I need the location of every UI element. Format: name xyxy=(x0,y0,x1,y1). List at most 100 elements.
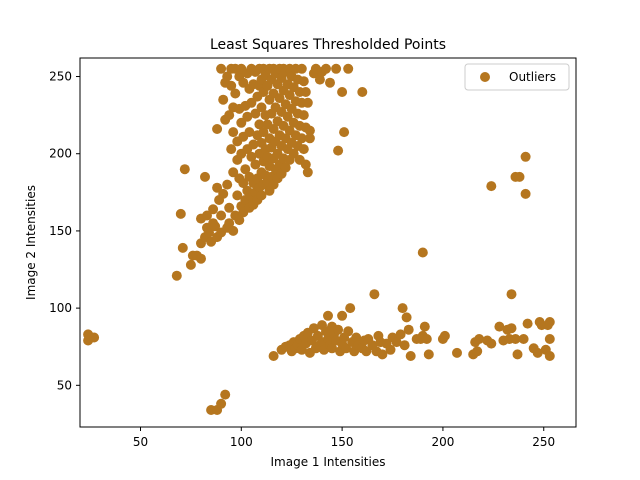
data-point xyxy=(300,159,311,170)
data-point xyxy=(89,332,100,343)
data-point xyxy=(518,334,529,344)
y-axis-label: Image 2 Intensities xyxy=(24,185,38,300)
data-point xyxy=(452,347,462,358)
data-point xyxy=(216,210,227,221)
data-point xyxy=(274,93,285,104)
data-point xyxy=(228,167,239,178)
data-point xyxy=(544,334,555,344)
data-point xyxy=(216,63,227,74)
data-point xyxy=(179,164,190,175)
data-point xyxy=(327,343,337,354)
data-point xyxy=(238,77,249,88)
data-point xyxy=(377,349,388,360)
data-point xyxy=(298,76,309,87)
data-point xyxy=(341,343,352,354)
data-point xyxy=(494,321,505,332)
y-axis-ticks: 50 100 150 200 250 xyxy=(49,70,80,392)
data-point xyxy=(254,119,265,130)
data-point xyxy=(486,181,497,192)
data-point xyxy=(222,179,233,190)
x-tick-label: 200 xyxy=(431,435,454,449)
data-point xyxy=(510,334,521,344)
data-point xyxy=(246,97,257,108)
data-point xyxy=(256,102,267,113)
data-point xyxy=(234,215,245,226)
data-point xyxy=(218,188,229,199)
data-point xyxy=(224,218,235,229)
y-tick-label: 250 xyxy=(49,70,72,84)
data-point xyxy=(421,334,432,344)
data-point xyxy=(175,208,186,219)
data-point xyxy=(282,111,293,122)
data-point xyxy=(302,167,313,178)
data-point xyxy=(202,210,212,221)
x-axis-label: Image 1 Intensities xyxy=(271,455,386,469)
data-point xyxy=(212,124,223,134)
plot-frame xyxy=(79,57,577,428)
data-point xyxy=(321,63,331,74)
y-tick-label: 200 xyxy=(49,147,72,161)
data-point xyxy=(185,259,196,270)
data-point xyxy=(532,347,543,358)
data-point xyxy=(403,324,414,335)
legend-marker xyxy=(480,72,490,82)
data-point xyxy=(268,351,279,361)
data-point xyxy=(544,317,555,327)
data-point xyxy=(216,398,227,409)
y-tick-label: 100 xyxy=(49,301,72,315)
x-tick-label: 50 xyxy=(133,435,148,449)
data-point xyxy=(337,310,348,321)
data-point xyxy=(196,253,206,264)
data-point xyxy=(228,225,239,236)
data-point xyxy=(343,63,354,74)
data-point xyxy=(242,111,253,122)
data-point xyxy=(506,289,517,300)
y-tick-label: 150 xyxy=(49,224,72,238)
data-point xyxy=(417,247,428,258)
data-point xyxy=(232,190,243,201)
x-tick-label: 100 xyxy=(230,435,253,449)
data-point xyxy=(325,77,335,88)
data-point xyxy=(486,338,497,349)
data-point xyxy=(520,151,531,162)
data-point xyxy=(298,110,309,121)
data-point xyxy=(343,326,354,337)
legend-box xyxy=(464,63,570,91)
data-point xyxy=(520,188,531,199)
chart-title: Least Squares Thresholded Points xyxy=(210,37,446,53)
data-point xyxy=(224,110,235,121)
data-point xyxy=(258,127,269,138)
data-point xyxy=(208,204,219,215)
data-point xyxy=(351,332,362,343)
data-point xyxy=(296,63,307,74)
x-axis-ticks: 50 100 150 200 250 xyxy=(133,427,555,449)
data-point xyxy=(357,87,368,97)
data-point xyxy=(339,127,350,138)
data-point xyxy=(512,349,523,360)
data-point xyxy=(224,202,235,213)
data-point xyxy=(333,145,344,156)
legend: Outliers xyxy=(464,63,570,91)
data-point xyxy=(246,151,257,162)
points-layer xyxy=(83,63,555,415)
data-point xyxy=(222,71,233,82)
data-point xyxy=(302,97,313,108)
data-point xyxy=(314,74,325,85)
data-point xyxy=(391,337,402,348)
y-tick-label: 50 xyxy=(57,378,72,392)
data-point xyxy=(288,148,299,159)
x-tick-label: 250 xyxy=(532,435,555,449)
data-point xyxy=(397,303,408,314)
data-point xyxy=(236,117,247,128)
data-point xyxy=(284,90,295,101)
data-point xyxy=(472,346,483,357)
data-point xyxy=(474,334,485,344)
data-point xyxy=(200,171,210,182)
data-point xyxy=(361,346,372,357)
data-point xyxy=(544,351,555,361)
data-point xyxy=(228,127,239,138)
data-point xyxy=(244,127,255,138)
data-point xyxy=(369,289,380,300)
data-point xyxy=(395,329,406,340)
